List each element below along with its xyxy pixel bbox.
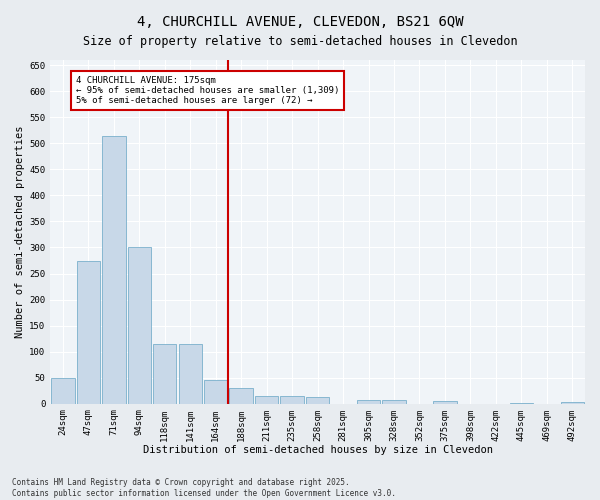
Text: 4 CHURCHILL AVENUE: 175sqm
← 95% of semi-detached houses are smaller (1,309)
5% : 4 CHURCHILL AVENUE: 175sqm ← 95% of semi… bbox=[76, 76, 339, 106]
Bar bbox=[153, 344, 176, 404]
Bar bbox=[128, 248, 151, 404]
Bar bbox=[560, 402, 584, 404]
Bar bbox=[357, 400, 380, 404]
X-axis label: Distribution of semi-detached houses by size in Clevedon: Distribution of semi-detached houses by … bbox=[143, 445, 493, 455]
Bar bbox=[102, 136, 125, 404]
Bar bbox=[77, 260, 100, 404]
Bar bbox=[306, 398, 329, 404]
Bar bbox=[509, 402, 533, 404]
Bar bbox=[204, 380, 227, 404]
Bar bbox=[229, 388, 253, 404]
Y-axis label: Number of semi-detached properties: Number of semi-detached properties bbox=[15, 126, 25, 338]
Text: 4, CHURCHILL AVENUE, CLEVEDON, BS21 6QW: 4, CHURCHILL AVENUE, CLEVEDON, BS21 6QW bbox=[137, 15, 463, 29]
Bar bbox=[382, 400, 406, 404]
Text: Size of property relative to semi-detached houses in Clevedon: Size of property relative to semi-detach… bbox=[83, 35, 517, 48]
Bar bbox=[255, 396, 278, 404]
Bar bbox=[51, 378, 74, 404]
Bar bbox=[280, 396, 304, 404]
Text: Contains HM Land Registry data © Crown copyright and database right 2025.
Contai: Contains HM Land Registry data © Crown c… bbox=[12, 478, 396, 498]
Bar bbox=[179, 344, 202, 404]
Bar bbox=[433, 400, 457, 404]
